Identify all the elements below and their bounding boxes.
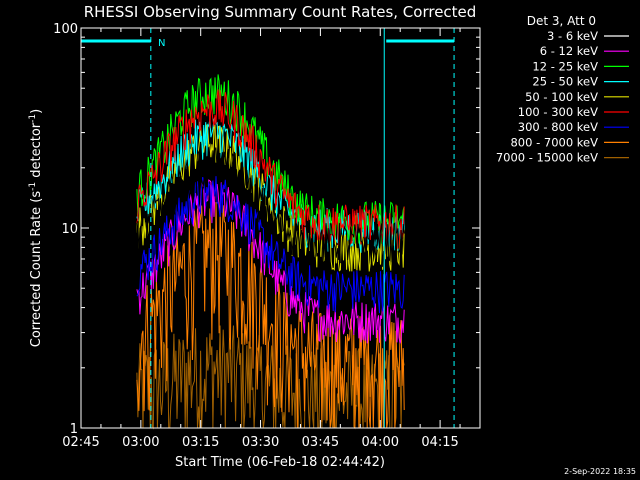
legend-label: 3 - 6 keV [547,29,598,43]
y-label-sup-2: -1 [28,114,38,123]
legend-label: 100 - 300 keV [518,105,598,119]
series-line [136,179,405,344]
y-label-part-2: detector [29,122,44,182]
x-tick-label: 04:15 [421,435,458,450]
chart-title: RHESSI Observing Summary Count Rates, Co… [84,3,477,21]
y-tick-label: 100 [53,22,78,37]
x-tick-label: 03:30 [242,435,279,450]
x-tick-label: 02:45 [62,435,99,450]
legend-label: 800 - 7000 keV [510,135,598,149]
series-line [136,176,405,314]
series-lines [136,74,405,430]
series-line [136,124,405,272]
legend-header: Det 3, Att 0 [527,14,596,28]
legend-label: 25 - 50 keV [532,75,598,89]
series-line [136,325,405,430]
y-tick-label: 1 [70,422,78,437]
timestamp: 2-Sep-2022 18:35 [564,467,636,476]
series-line [136,145,405,267]
axes: 1 10 100 02:45 03:00 03:15 03:30 03:45 04:00 04:1… [53,22,481,450]
y-label-sup-1: -1 [28,182,38,191]
x-tick-label: 04:00 [362,435,399,450]
flag-label: N [158,38,165,49]
legend-label: 50 - 100 keV [525,90,598,104]
y-label-part-3: ) [29,109,44,114]
legend-label: 7000 - 15000 keV [496,151,598,165]
y-tick-label: 10 [61,222,78,237]
series-line [136,115,405,253]
x-axis-label: Start Time (06-Feb-18 02:44:42) [175,455,385,470]
x-tick-label: 03:00 [122,435,159,450]
series-line [136,202,405,429]
legend-label: 300 - 800 keV [518,120,598,134]
x-tick-label: 03:15 [182,435,219,450]
x-tick-label: 03:45 [302,435,339,450]
y-axis-label: Corrected Count Rate (s-1 detector-1) [28,109,44,347]
series-line [136,89,405,250]
legend-label: 12 - 25 keV [532,59,598,73]
legend-label: 6 - 12 keV [540,44,598,58]
y-label-part-1: Corrected Count Rate (s [29,191,44,348]
